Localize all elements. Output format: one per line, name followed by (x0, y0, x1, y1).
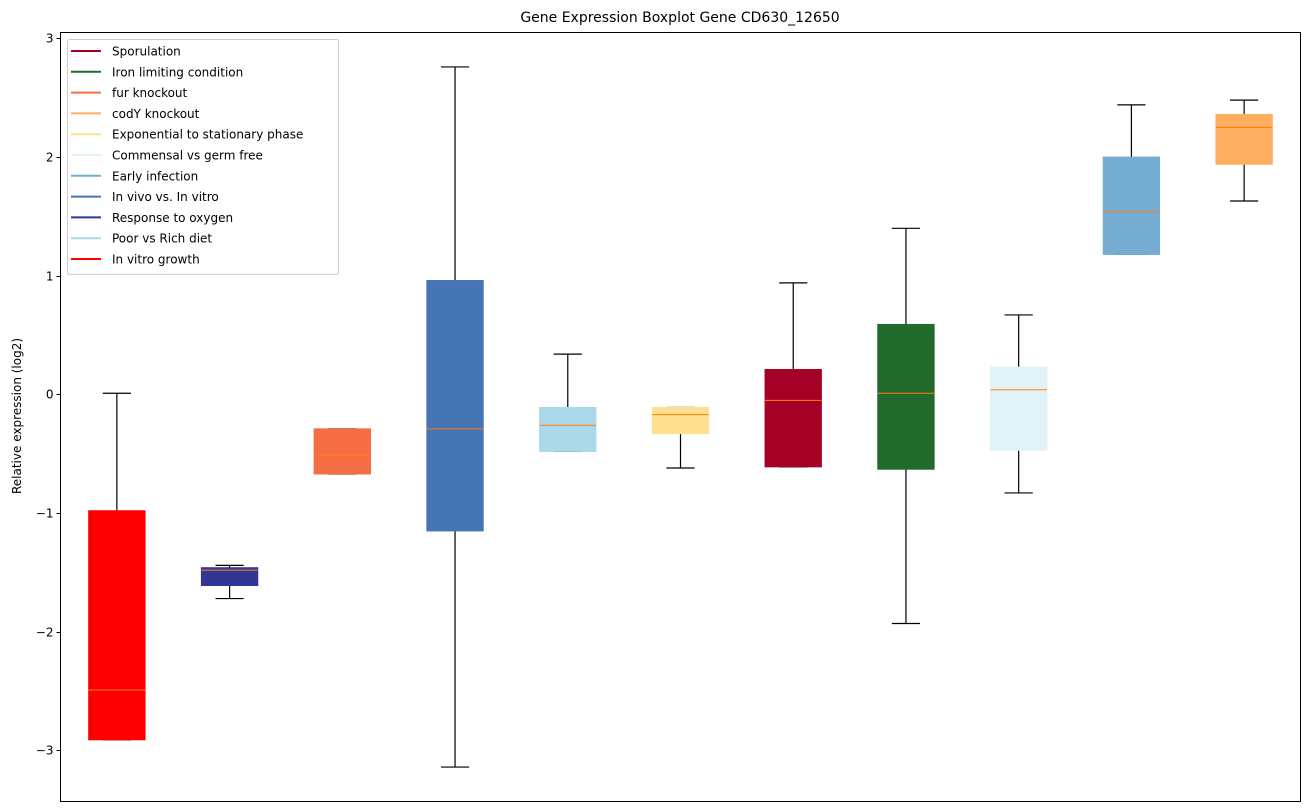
box (651, 407, 710, 435)
y-tick-label: 2 (46, 151, 54, 165)
box (313, 428, 371, 475)
y-tick-label: −3 (36, 744, 54, 758)
legend-label: In vitro growth (112, 253, 200, 267)
axes-frame (60, 32, 1301, 802)
box (200, 567, 259, 587)
box (539, 407, 597, 452)
box (877, 323, 935, 470)
box-group (764, 282, 822, 468)
legend-label: Sporulation (112, 45, 181, 59)
legend-label: fur knockout (112, 86, 188, 100)
y-tick-label: 0 (46, 388, 54, 402)
box-group (651, 406, 710, 469)
box (426, 280, 484, 532)
y-axis: 3 2 1 0 −1 −2 −3 (36, 32, 61, 758)
legend-frame (67, 39, 339, 275)
legend-label: codY knockout (112, 107, 200, 121)
legend-label: Exponential to stationary phase (112, 128, 303, 142)
y-tick-label: −2 (36, 626, 54, 640)
legend-label: In vivo vs. In vitro (112, 190, 219, 204)
boxes-layer (88, 66, 1273, 768)
legend-label: Response to oxygen (112, 211, 233, 225)
box (1215, 113, 1273, 165)
y-tick-label: −1 (36, 507, 54, 521)
chart-title: Gene Expression Boxplot Gene CD630_12650 (520, 10, 839, 26)
y-axis-label: Relative expression (log2) (10, 338, 24, 494)
y-tick-label: 1 (46, 270, 54, 284)
box (88, 510, 146, 741)
legend-label: Poor vs Rich diet (112, 232, 212, 246)
box-group (539, 353, 597, 453)
box (990, 366, 1048, 451)
box-group (990, 314, 1048, 494)
box-group (877, 227, 935, 625)
box-group (1215, 99, 1273, 202)
legend: Sporulation Iron limiting condition fur kn… (67, 39, 339, 275)
box-group (313, 428, 371, 475)
box (1102, 156, 1161, 255)
box-group (200, 564, 259, 600)
legend-label: Commensal vs germ free (112, 149, 263, 163)
box (764, 369, 822, 468)
box-group (1102, 104, 1161, 256)
legend-label: Iron limiting condition (112, 65, 243, 79)
box-group (426, 66, 484, 768)
legend-label: Early infection (112, 169, 198, 183)
y-tick-label: 3 (46, 32, 54, 46)
box-group (88, 392, 146, 741)
